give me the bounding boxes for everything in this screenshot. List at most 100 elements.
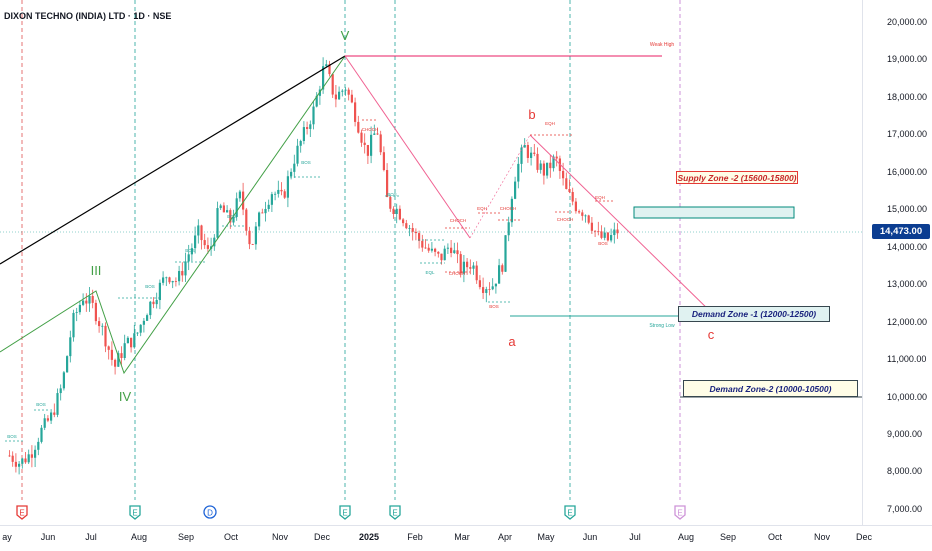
price-tick-label: 10,000.00 <box>887 391 928 402</box>
candle <box>101 323 104 336</box>
candle <box>590 216 593 235</box>
candle <box>328 60 331 77</box>
candle <box>174 277 177 287</box>
candle <box>21 457 24 469</box>
candle <box>82 293 85 307</box>
candle <box>315 92 318 108</box>
candle <box>85 293 88 312</box>
candle <box>184 252 187 282</box>
time-tick-label: 2025 <box>358 532 380 542</box>
candle <box>597 221 600 236</box>
candle <box>434 247 437 257</box>
candle <box>290 168 293 180</box>
candle <box>222 202 225 213</box>
candle <box>37 437 40 456</box>
price-tick-label: 9,000.00 <box>887 428 923 439</box>
candle <box>194 226 197 254</box>
candle <box>482 277 485 300</box>
candle <box>104 322 107 353</box>
candle <box>491 278 494 291</box>
candle <box>360 129 363 147</box>
candle <box>488 282 491 296</box>
price-tick-label: 7,000.00 <box>887 503 923 514</box>
candle <box>347 87 350 101</box>
candle <box>574 198 577 214</box>
candle <box>386 163 389 198</box>
structure-annotation: BOS <box>387 192 397 197</box>
candle <box>30 445 33 468</box>
price-tick-label: 11,000.00 <box>887 354 927 365</box>
price-chart[interactable]: E E D E E E E III IV Va b c Weak High Strong Low BOS B… <box>0 0 862 525</box>
price-tick-label: 17,000.00 <box>887 129 928 140</box>
time-tick-label: May <box>537 532 555 542</box>
candle <box>344 87 347 96</box>
event-marker-letter: E <box>132 509 137 518</box>
candle <box>562 162 565 186</box>
candle <box>296 138 299 167</box>
candle <box>59 384 62 401</box>
candle <box>274 191 277 201</box>
candle <box>520 144 523 173</box>
time-tick-label: Jul <box>85 532 97 542</box>
candle <box>459 251 462 278</box>
candle <box>581 209 584 221</box>
candle <box>238 189 241 202</box>
candle <box>24 451 27 464</box>
candle <box>546 162 549 179</box>
candle <box>66 355 69 373</box>
candle <box>258 211 261 231</box>
demand-zone-1-label: Demand Zone -1 (12000-12500) <box>678 306 830 322</box>
candle <box>254 221 257 250</box>
candle <box>117 350 120 367</box>
candle <box>46 415 49 423</box>
candle <box>312 101 315 130</box>
long-trendline <box>0 55 346 265</box>
candle <box>110 341 113 366</box>
candle <box>427 243 430 253</box>
structure-annotation: CHOCH <box>362 127 379 132</box>
supply-zone-rect <box>633 206 795 219</box>
candle <box>158 279 161 310</box>
wave-label-b: b <box>528 107 535 122</box>
time-tick-label: Feb <box>407 532 423 542</box>
candle <box>165 276 168 287</box>
candle <box>206 237 209 254</box>
candle <box>501 263 504 275</box>
projection-line <box>529 134 716 317</box>
candle <box>453 242 456 254</box>
candle <box>149 300 152 320</box>
candle <box>430 242 433 253</box>
candle <box>462 254 465 283</box>
candle <box>56 388 59 418</box>
structure-annotation: BOS <box>145 284 155 289</box>
candle <box>450 240 453 258</box>
price-tick-label: 16,000.00 <box>887 166 928 177</box>
candle <box>203 233 206 249</box>
structure-annotation: BOS <box>185 248 195 253</box>
candle <box>168 276 171 285</box>
candle <box>306 121 309 135</box>
time-tick-label: Jul <box>629 532 641 542</box>
candle <box>72 309 75 342</box>
candle <box>248 226 251 250</box>
time-tick-label: Aug <box>130 532 148 542</box>
candle <box>382 146 385 172</box>
candle <box>232 209 235 226</box>
structure-annotation: CHOCH <box>500 206 517 211</box>
candle <box>498 258 501 284</box>
time-tick-label: Nov <box>271 532 289 542</box>
candle <box>130 337 133 353</box>
candle <box>334 85 337 108</box>
price-scale[interactable]: 20,000.00 19,000.00 18,000.00 17,000.00 16,0… <box>862 0 932 525</box>
supply-zone-2-label: Supply Zone -2 (15600-15800) <box>676 171 798 184</box>
structure-annotation: CHOCH <box>557 217 574 222</box>
candle <box>139 324 142 337</box>
candle <box>261 208 264 214</box>
time-axis[interactable]: ay Jun Jul Aug Sep Oct Nov Dec 2025 Feb Mar Apr May J… <box>0 525 932 551</box>
abc-dotted <box>469 134 531 239</box>
candle <box>600 225 603 240</box>
price-tick-label: 19,000.00 <box>887 54 928 65</box>
price-tick-label: 13,000.00 <box>887 279 928 290</box>
candle <box>421 234 424 252</box>
